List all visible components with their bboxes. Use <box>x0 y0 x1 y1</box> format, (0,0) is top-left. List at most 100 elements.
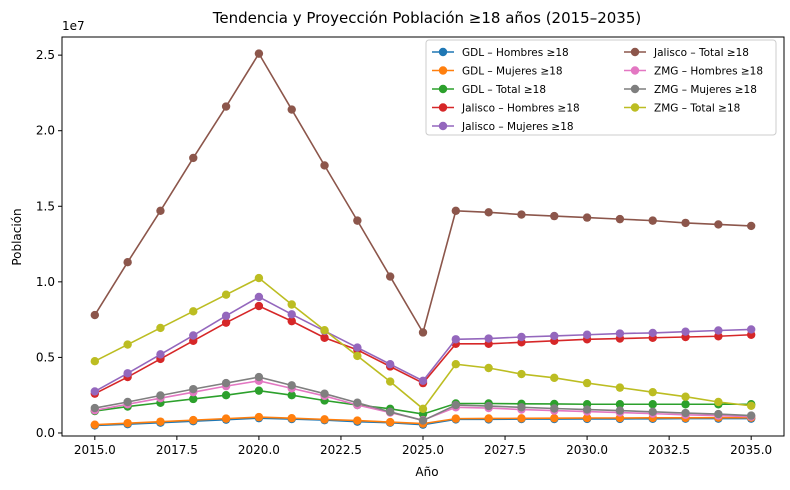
data-point <box>648 407 657 417</box>
data-point <box>156 323 165 333</box>
data-point <box>156 391 165 400</box>
legend: GDL – Hombres ≥18 GDL – Mujeres ≥18 GDL – … <box>425 39 777 136</box>
legend-swatch-marker <box>438 121 448 131</box>
data-point <box>418 328 428 337</box>
data-point <box>615 383 625 392</box>
legend-item: ZMG – Mujeres ≥18 <box>624 84 757 96</box>
data-point <box>385 272 395 281</box>
data-point <box>287 300 296 309</box>
data-point <box>189 384 198 394</box>
data-point <box>189 415 198 425</box>
legend-swatch-marker <box>438 84 448 94</box>
legend-item: GDL – Hombres ≥18 <box>432 47 569 59</box>
data-point <box>451 360 461 369</box>
data-point <box>156 350 165 359</box>
series-5 <box>90 49 756 337</box>
data-point <box>451 414 461 423</box>
data-point <box>484 363 493 373</box>
data-point <box>681 400 690 409</box>
data-point <box>221 311 231 321</box>
data-point <box>353 216 362 225</box>
data-point <box>254 273 264 283</box>
x-tick-label: 2025.0 <box>402 443 444 457</box>
data-point <box>156 206 165 216</box>
data-point <box>320 333 329 342</box>
legend-swatch-marker <box>630 103 640 112</box>
y-tick-label: 1.0 <box>36 275 55 289</box>
data-point <box>320 415 329 424</box>
data-point <box>287 413 296 423</box>
legend-box <box>425 39 777 136</box>
data-point <box>385 377 395 386</box>
data-point <box>582 413 592 423</box>
x-tick-label: 2032.5 <box>648 443 690 457</box>
legend-label: ZMG – Mujeres ≥18 <box>654 84 757 96</box>
legend-label: GDL – Total ≥18 <box>462 84 546 96</box>
data-point <box>648 216 657 225</box>
legend-item: Jalisco – Mujeres ≥18 <box>432 121 574 133</box>
data-point <box>189 331 198 340</box>
data-point <box>90 310 100 320</box>
data-point <box>517 369 526 379</box>
y-tick-label: 1.5 <box>36 199 55 213</box>
data-point <box>451 206 461 216</box>
data-point <box>90 420 100 429</box>
data-point <box>484 334 493 343</box>
data-point <box>90 387 100 396</box>
data-point <box>615 400 625 409</box>
data-point <box>189 307 198 316</box>
data-point <box>550 413 559 423</box>
y-axis: 0.0 0.5 1.0 1.5 2.0 2.5 <box>36 48 62 440</box>
data-point <box>681 392 690 401</box>
data-point <box>681 327 690 336</box>
data-point <box>714 220 723 229</box>
chart-title: Tendencia y Proyección Población ≥18 año… <box>212 9 642 27</box>
legend-item: GDL – Mujeres ≥18 <box>432 66 563 78</box>
legend-label: ZMG – Total ≥18 <box>654 103 740 115</box>
data-point <box>123 340 132 349</box>
data-point <box>385 360 395 369</box>
data-point <box>714 326 723 335</box>
data-point <box>517 403 526 412</box>
y-axis-label: Población <box>10 208 24 265</box>
legend-swatch-marker <box>630 47 640 57</box>
data-point <box>615 406 625 415</box>
data-point <box>320 161 329 170</box>
data-point <box>90 403 100 413</box>
legend-item: Jalisco – Hombres ≥18 <box>432 103 580 115</box>
data-point <box>254 386 264 395</box>
series-7 <box>90 372 756 425</box>
x-tick-label: 2020.0 <box>238 443 280 457</box>
legend-label: GDL – Mujeres ≥18 <box>462 66 563 78</box>
series-4 <box>90 292 756 396</box>
data-point <box>648 400 657 409</box>
series-layer <box>90 49 756 430</box>
data-point <box>681 408 690 418</box>
x-tick-label: 2030.0 <box>566 443 608 457</box>
legend-item: ZMG – Hombres ≥18 <box>624 66 763 78</box>
data-point <box>123 418 132 428</box>
data-point <box>353 343 362 352</box>
x-tick-label: 2015.0 <box>74 443 116 457</box>
x-tick-label: 2017.5 <box>156 443 198 457</box>
data-point <box>484 208 493 217</box>
data-point <box>746 221 756 231</box>
data-point <box>287 316 296 326</box>
data-point <box>353 351 362 361</box>
data-point <box>221 414 231 423</box>
x-axis-label: Año <box>415 465 438 479</box>
data-point <box>615 214 625 224</box>
data-point <box>221 318 231 327</box>
data-point <box>451 335 461 344</box>
data-point <box>582 330 592 339</box>
data-point <box>418 416 428 425</box>
legend-swatch-marker <box>438 66 448 75</box>
data-point <box>353 416 362 425</box>
data-point <box>418 404 428 413</box>
legend-item: Jalisco – Total ≥18 <box>624 47 749 59</box>
legend-item: GDL – Total ≥18 <box>432 84 546 96</box>
y-offset-label: 1e7 <box>62 19 85 33</box>
y-tick-label: 0.5 <box>36 350 55 364</box>
data-point <box>287 390 296 400</box>
